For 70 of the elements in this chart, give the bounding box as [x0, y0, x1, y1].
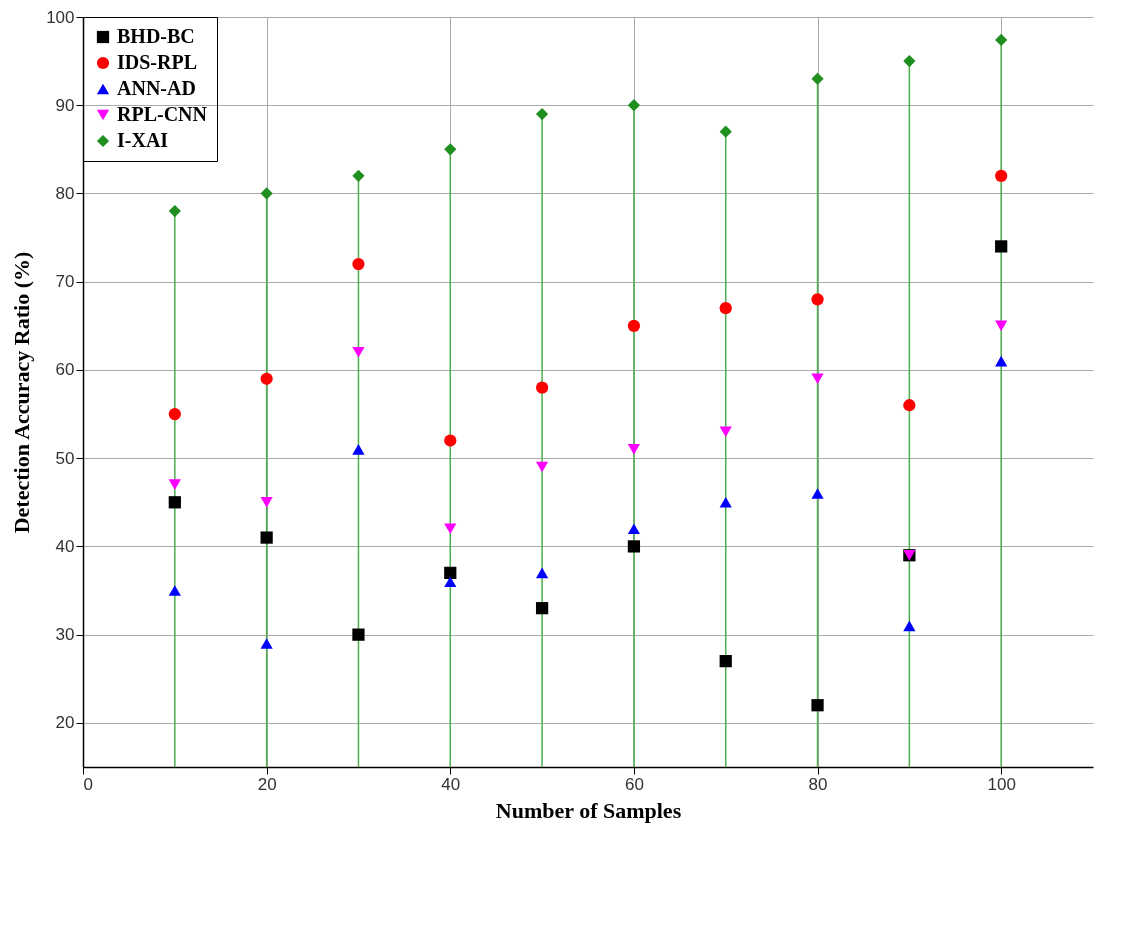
point — [444, 566, 457, 580]
point — [352, 257, 365, 271]
y-tick-label: 100 — [46, 7, 75, 27]
point — [627, 540, 641, 553]
x-tick-label: 100 — [987, 774, 1016, 794]
point — [627, 319, 641, 332]
point — [535, 602, 549, 615]
point — [995, 169, 1008, 182]
point — [811, 699, 824, 712]
point — [995, 240, 1008, 253]
point — [535, 567, 549, 579]
point — [719, 654, 732, 668]
legend-label: RPL-CNN — [117, 103, 208, 125]
point — [260, 187, 273, 200]
x-tick-label: 40 — [441, 774, 461, 794]
point — [811, 488, 824, 499]
y-tick-label: 40 — [55, 536, 75, 556]
point — [995, 355, 1008, 367]
point — [811, 293, 824, 306]
point — [444, 143, 457, 156]
x-tick-label: 80 — [808, 774, 828, 794]
y-tick-label: 70 — [55, 272, 75, 292]
y-tick-label: 60 — [55, 360, 75, 380]
point — [995, 33, 1008, 47]
y-tick-label: 50 — [55, 448, 75, 468]
point — [719, 426, 732, 438]
point — [168, 407, 181, 421]
point — [260, 372, 273, 385]
point — [168, 585, 181, 596]
point — [352, 169, 365, 182]
y-tick-label: 20 — [55, 713, 75, 733]
x-tick-label: 20 — [257, 774, 277, 794]
point — [444, 523, 457, 535]
point — [627, 523, 641, 535]
legend-label: IDS-RPL — [117, 51, 198, 73]
point — [811, 373, 824, 385]
legend-label: I-XAI — [117, 129, 169, 151]
point — [444, 434, 457, 447]
y-tick-label: 80 — [55, 183, 75, 203]
legend-label: ANN-AD — [117, 77, 196, 99]
point — [168, 479, 181, 490]
point — [535, 381, 549, 394]
point — [719, 302, 732, 315]
point — [535, 461, 549, 473]
x-tick-label: 60 — [624, 774, 644, 794]
x-tick-label: 0 — [83, 774, 93, 794]
point — [168, 496, 181, 509]
y-tick-label: 30 — [55, 625, 75, 645]
point — [903, 54, 916, 68]
point — [719, 496, 732, 508]
point — [627, 444, 641, 455]
legend-label: BHD-BC — [117, 25, 195, 47]
point — [352, 628, 365, 641]
point — [352, 444, 365, 455]
point — [260, 531, 273, 544]
point — [260, 638, 273, 649]
point — [811, 72, 824, 85]
x-axis-title: Number of Samples — [495, 797, 682, 823]
point — [260, 496, 273, 508]
point — [535, 107, 549, 121]
point — [444, 576, 457, 588]
point — [719, 125, 732, 138]
point — [903, 399, 916, 412]
y-tick-label: 90 — [55, 95, 75, 115]
point — [995, 320, 1008, 332]
point — [627, 99, 641, 112]
y-axis-title: Detection Accuracy Ratio (%) — [9, 251, 35, 534]
point — [352, 346, 365, 358]
point — [903, 620, 916, 632]
point — [168, 204, 181, 218]
